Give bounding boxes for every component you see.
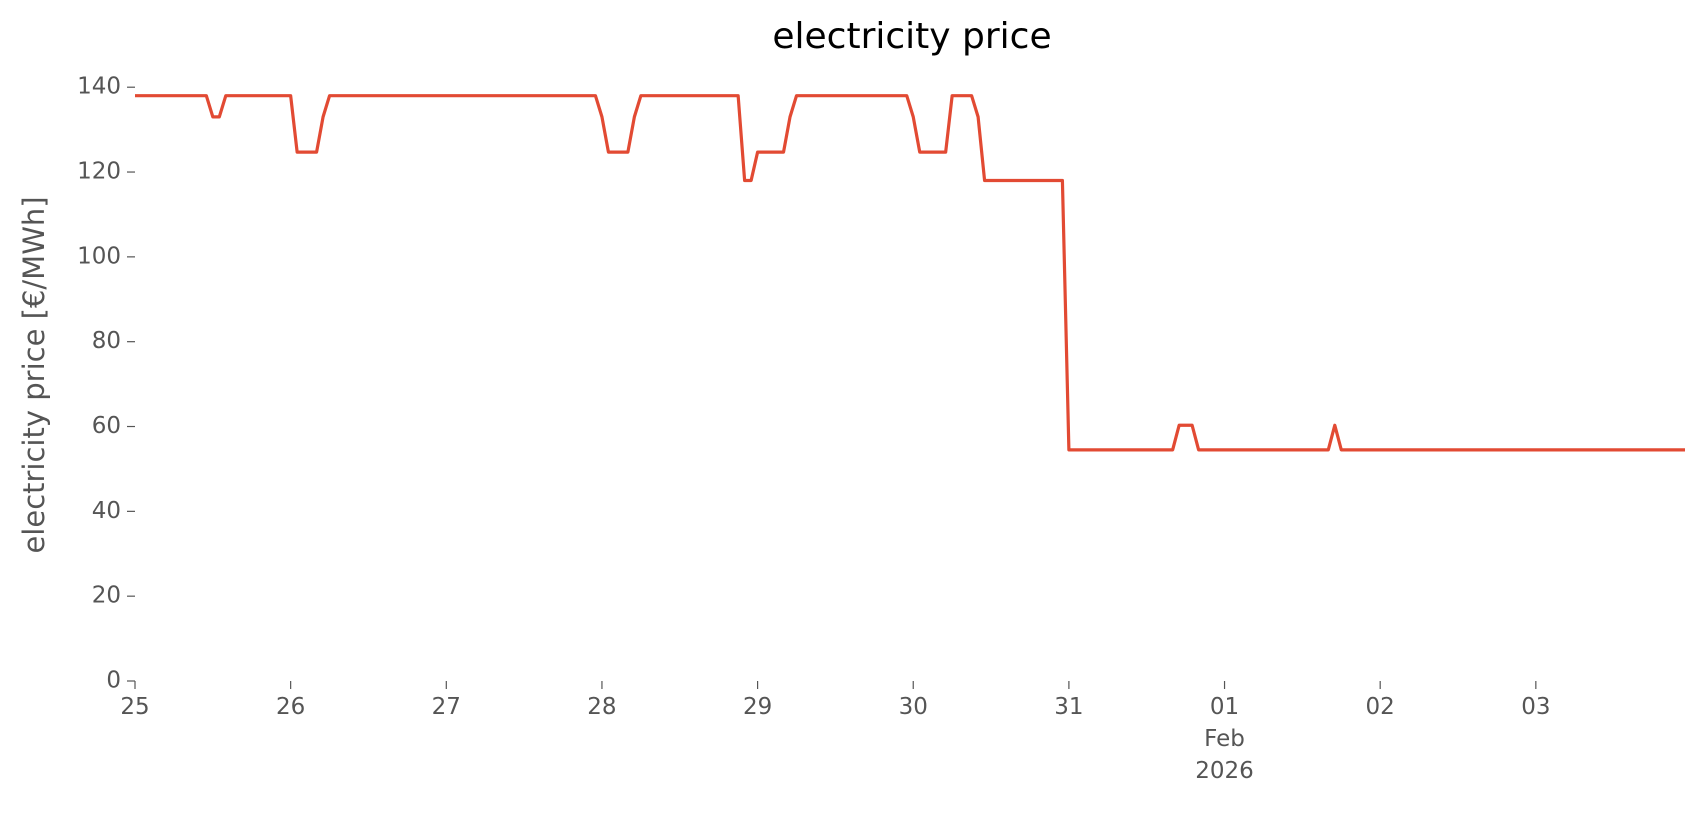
x-tick-label: 26 <box>276 694 306 720</box>
line <box>135 94 1685 452</box>
y-tick-label: 120 <box>77 159 121 185</box>
y-tick-label: 40 <box>92 498 121 524</box>
y-tick-label: 60 <box>92 413 121 439</box>
y-tick-label: 80 <box>92 328 121 354</box>
y-tick-label: 100 <box>77 243 121 269</box>
x-tick-label: 28 <box>587 694 617 720</box>
x-tick-label: 25 <box>120 694 150 720</box>
x-tick-label: 30 <box>898 694 928 720</box>
y-axis-label: electricity price [€/MWh] <box>17 196 51 553</box>
x-tick-label: 02 <box>1365 694 1395 720</box>
chart-title: electricity price <box>772 16 1051 57</box>
y-tick-label: 140 <box>77 74 121 100</box>
y-tick-label: 0 <box>106 668 121 694</box>
x-tick-label: 31 <box>1054 694 1084 720</box>
y-tick-label: 20 <box>92 583 121 609</box>
x-tick-label: 29 <box>742 694 773 720</box>
x-tick-label: 27 <box>431 694 461 720</box>
x-tick-label: 03 <box>1521 694 1551 720</box>
x-tick-label: 01 Feb 2026 <box>1195 694 1254 784</box>
